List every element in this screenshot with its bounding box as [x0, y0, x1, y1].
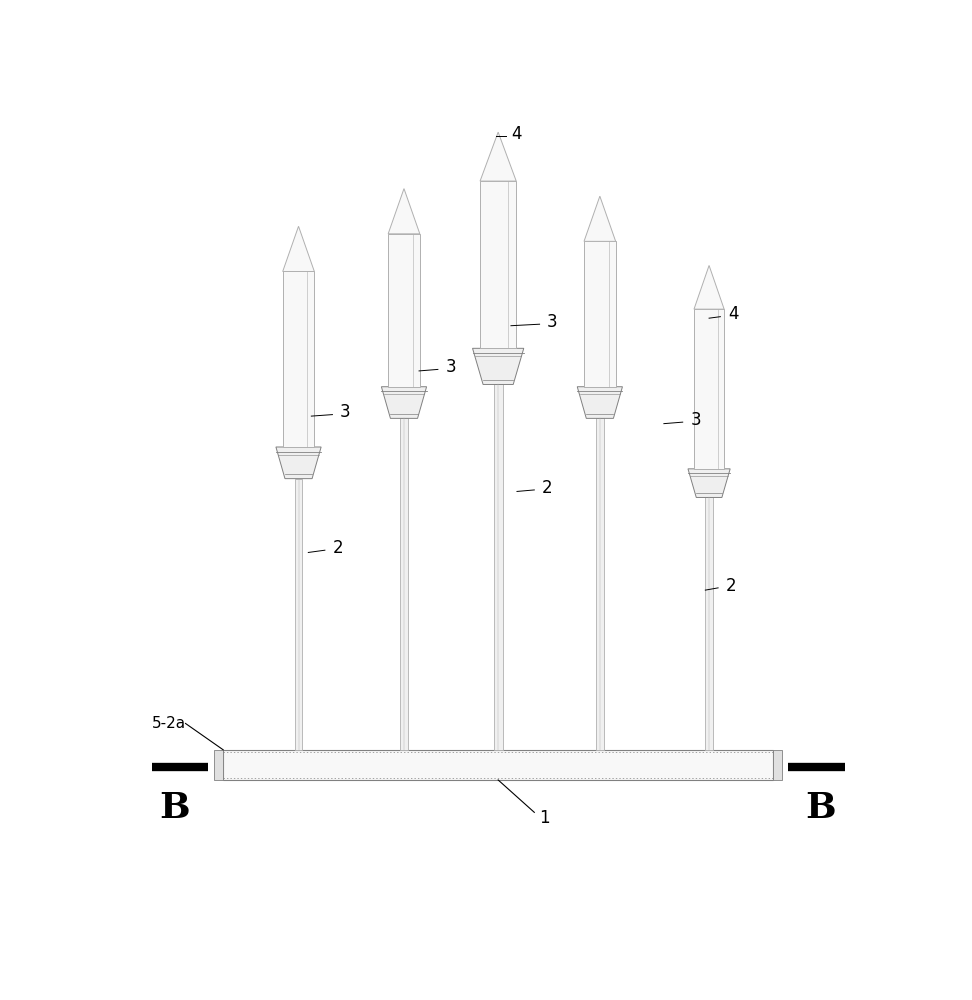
Polygon shape: [381, 387, 427, 418]
Text: 1: 1: [539, 809, 550, 827]
Text: B: B: [805, 791, 836, 825]
Polygon shape: [596, 418, 604, 750]
Polygon shape: [706, 497, 712, 750]
Polygon shape: [773, 750, 782, 780]
Text: 5-2a: 5-2a: [152, 716, 186, 731]
Polygon shape: [388, 234, 420, 387]
Polygon shape: [224, 750, 773, 780]
Text: 3: 3: [340, 403, 351, 421]
Polygon shape: [283, 271, 314, 447]
Polygon shape: [584, 241, 615, 387]
Polygon shape: [494, 384, 503, 750]
Text: 3: 3: [690, 411, 701, 429]
Polygon shape: [480, 181, 516, 348]
Text: 3: 3: [547, 313, 558, 331]
Polygon shape: [388, 189, 420, 234]
Text: 2: 2: [332, 539, 343, 557]
Text: 4: 4: [511, 125, 522, 143]
Polygon shape: [694, 309, 724, 469]
Polygon shape: [283, 226, 314, 271]
Text: B: B: [158, 791, 190, 825]
Text: 2: 2: [541, 479, 552, 497]
Polygon shape: [276, 447, 321, 479]
Polygon shape: [577, 387, 622, 418]
Polygon shape: [214, 750, 224, 780]
Polygon shape: [472, 348, 524, 384]
Text: 4: 4: [728, 305, 739, 323]
Polygon shape: [688, 469, 730, 497]
Polygon shape: [584, 196, 615, 241]
Polygon shape: [295, 479, 302, 750]
Polygon shape: [694, 265, 724, 309]
Polygon shape: [480, 132, 516, 181]
Polygon shape: [400, 418, 408, 750]
Text: 2: 2: [726, 577, 736, 595]
Text: 3: 3: [445, 358, 456, 376]
